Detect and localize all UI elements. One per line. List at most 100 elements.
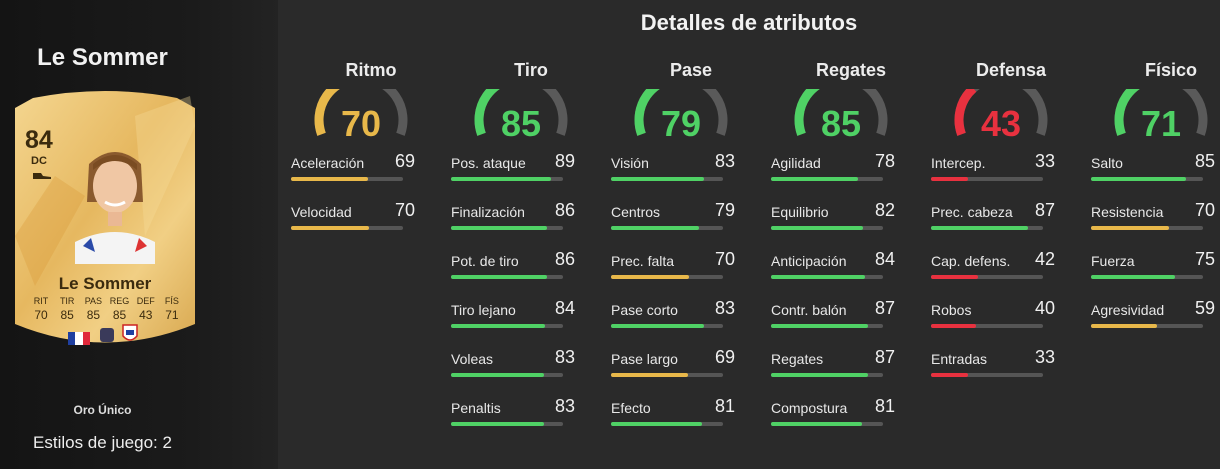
attribute-bar-track	[291, 177, 403, 181]
attribute-row[interactable]: Efecto 81	[611, 396, 735, 449]
attribute-row[interactable]: Fuerza 75	[1091, 249, 1215, 302]
category-gauge: 85	[471, 89, 571, 145]
category-4: Defensa 43 Intercep. 33 Prec. cabeza 87 Cap. d…	[931, 60, 1091, 400]
attribute-label: Prec. falta	[611, 253, 675, 269]
attribute-bar-fill	[771, 324, 869, 328]
attribute-row[interactable]: Intercep. 33	[931, 151, 1055, 204]
attribute-bar-track	[771, 373, 883, 377]
section-title: Detalles de atributos	[640, 10, 858, 35]
attribute-row[interactable]: Regates 87	[771, 347, 895, 400]
attribute-row[interactable]: Voleas 83	[451, 347, 575, 400]
attribute-row[interactable]: Finalización 86	[451, 200, 575, 253]
attribute-list: Visión 83 Centros 79 Prec. falta 70 Pase corto…	[611, 151, 771, 449]
card-stat-value: 85	[60, 308, 74, 322]
attribute-row[interactable]: Equilibrio 82	[771, 200, 895, 253]
attribute-label: Efecto	[611, 400, 651, 416]
attribute-row[interactable]: Prec. cabeza 87	[931, 200, 1055, 253]
attribute-bar-fill	[451, 275, 548, 279]
attribute-value: 83	[554, 396, 575, 416]
attribute-bar-track	[1091, 275, 1203, 279]
card-player-name: Le Sommer	[58, 274, 152, 293]
attribute-bar-fill	[451, 422, 544, 426]
attribute-label: Salto	[1091, 155, 1123, 171]
card-stat-abbr: REG	[109, 296, 130, 306]
attribute-row[interactable]: Contr. balón 87	[771, 298, 895, 351]
attribute-row[interactable]: Agresividad 59	[1091, 298, 1215, 351]
attribute-list: Salto 85 Resistencia 70 Fuerza 75 Agresividad 5…	[1091, 151, 1220, 351]
attribute-row[interactable]: Pase corto 83	[611, 298, 735, 351]
category-value: 43	[980, 103, 1022, 144]
attribute-bar-track	[291, 226, 403, 230]
gauge-arc	[954, 89, 1048, 136]
attribute-row[interactable]: Agilidad 78	[771, 151, 895, 204]
category-value: 79	[660, 103, 702, 144]
attribute-row[interactable]: Cap. defens. 42	[931, 249, 1055, 302]
category-name: Tiro	[514, 60, 548, 80]
attribute-bar-track	[451, 226, 563, 230]
card-stat: PAS 85	[81, 296, 105, 322]
attribute-row[interactable]: Penaltis 83	[451, 396, 575, 449]
attribute-label: Agresividad	[1091, 302, 1165, 318]
attribute-row[interactable]: Velocidad 70	[291, 200, 415, 253]
attribute-value: 87	[874, 298, 895, 318]
attribute-row[interactable]: Centros 79	[611, 200, 735, 253]
card-stat-abbr: DEF	[136, 296, 155, 306]
attribute-bar-track	[771, 275, 883, 279]
card-background	[15, 91, 195, 343]
attribute-row[interactable]: Robos 40	[931, 298, 1055, 351]
category-value: 71	[1140, 103, 1182, 144]
attribute-label: Finalización	[451, 204, 525, 220]
attribute-bar-track	[451, 373, 563, 377]
attribute-bar-track	[771, 324, 883, 328]
card-stat: DEF 43	[134, 296, 158, 322]
attribute-bar-fill	[611, 422, 702, 426]
club-crest-icon	[122, 324, 138, 341]
attribute-value: 87	[1034, 200, 1055, 220]
attribute-label: Voleas	[451, 351, 494, 367]
category-5: Físico 71 Salto 85 Resistencia 70 Fuerza 75 Agre…	[1091, 60, 1220, 351]
play-styles[interactable]: Estilos de juego: 2	[0, 433, 205, 453]
category-value: 85	[500, 103, 542, 144]
attribute-value: 86	[554, 200, 575, 220]
attribute-row[interactable]: Pot. de tiro 86	[451, 249, 575, 302]
card-stats: RIT 70 TIR 85 PAS 85 REG 85 DEF 43 FÍS 71	[29, 296, 184, 322]
attribute-row[interactable]: Anticipación 84	[771, 249, 895, 302]
attribute-value: 85	[1194, 151, 1215, 171]
category-1: Tiro 85 Pos. ataque 89 Finalización 86 Pot. de…	[451, 60, 611, 449]
attribute-label: Pot. de tiro	[451, 253, 519, 269]
attribute-value: 69	[714, 347, 735, 367]
attribute-bar-fill	[771, 373, 869, 377]
attribute-row[interactable]: Pase largo 69	[611, 347, 735, 400]
attribute-bar-fill	[451, 177, 551, 181]
france-flag-icon	[68, 332, 90, 345]
card-stat-value: 70	[34, 308, 48, 322]
card-stat: REG 85	[108, 296, 132, 322]
card-stat-abbr: PAS	[84, 296, 103, 306]
attribute-row[interactable]: Resistencia 70	[1091, 200, 1215, 253]
attribute-label: Agilidad	[771, 155, 821, 171]
attribute-row[interactable]: Compostura 81	[771, 396, 895, 449]
attribute-bar-fill	[451, 226, 548, 230]
attribute-value: 70	[714, 249, 735, 269]
attribute-label: Velocidad	[291, 204, 352, 220]
attribute-value: 33	[1034, 151, 1055, 171]
attribute-label: Robos	[931, 302, 972, 318]
attribute-row[interactable]: Prec. falta 70	[611, 249, 735, 302]
card-stat-value: 85	[86, 308, 101, 322]
attribute-row[interactable]: Entradas 33	[931, 347, 1055, 400]
attribute-row[interactable]: Visión 83	[611, 151, 735, 204]
attribute-list: Intercep. 33 Prec. cabeza 87 Cap. defens. 42 R…	[931, 151, 1091, 400]
attribute-value: 81	[874, 396, 895, 416]
attribute-bar-fill	[771, 177, 859, 181]
attribute-row[interactable]: Salto 85	[1091, 151, 1215, 204]
attribute-row[interactable]: Pos. ataque 89	[451, 151, 575, 204]
attribute-label: Fuerza	[1091, 253, 1135, 269]
attribute-bar-track	[611, 373, 723, 377]
player-card[interactable]: 84 DC Le Sommer RIT 70 TIR 85 PAS 85 REG 85 …	[15, 86, 195, 356]
attribute-bar-fill	[611, 226, 700, 230]
attribute-label: Pase corto	[611, 302, 678, 318]
gauge-arc	[634, 89, 728, 136]
attribute-row[interactable]: Aceleración 69	[291, 151, 415, 204]
attribute-row[interactable]: Tiro lejano 84	[451, 298, 575, 351]
attribute-label: Cap. defens.	[931, 253, 1011, 269]
